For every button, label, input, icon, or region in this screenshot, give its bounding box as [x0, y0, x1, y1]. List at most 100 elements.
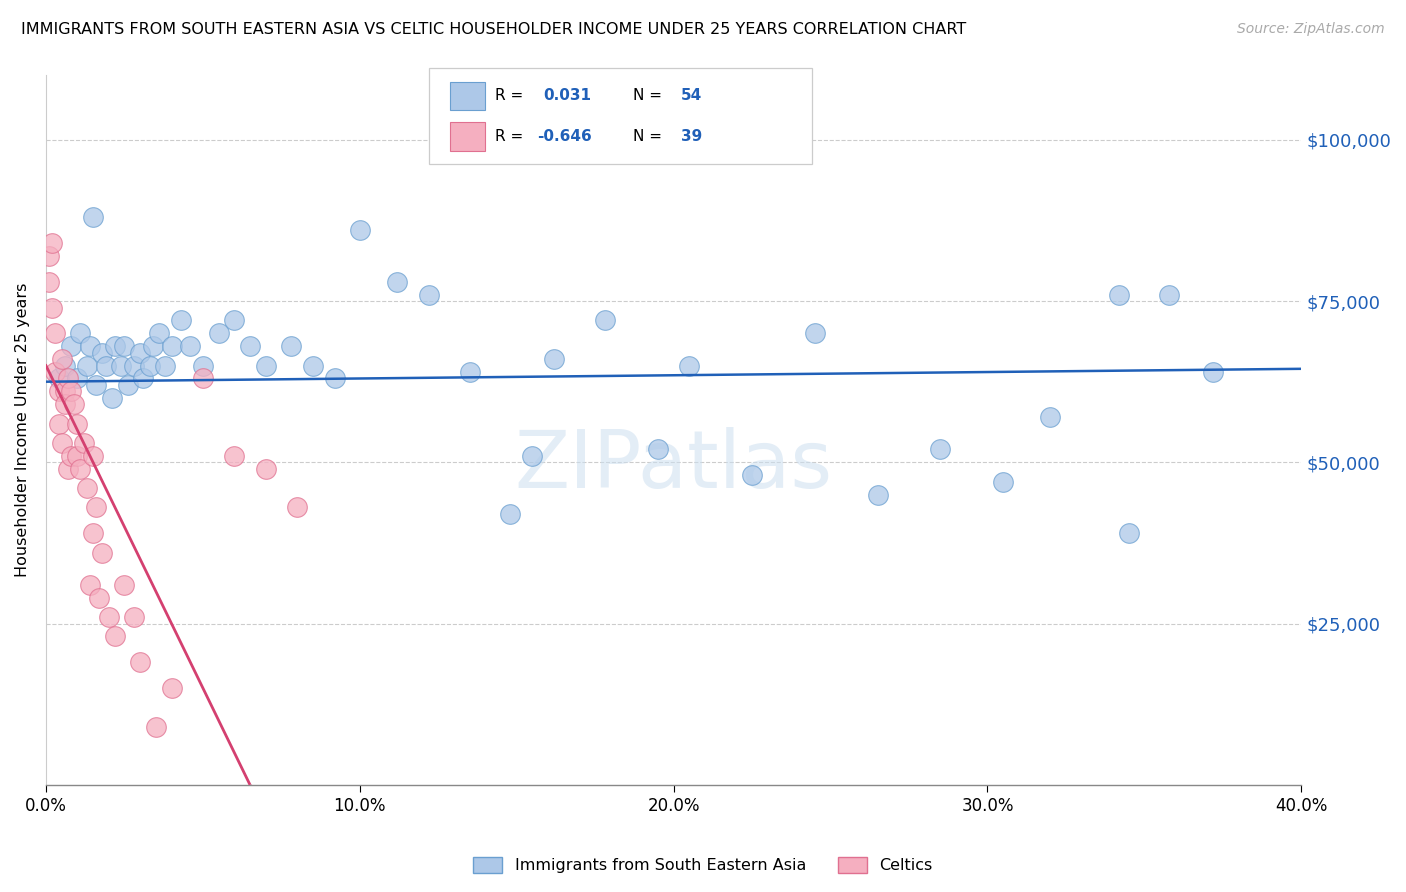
- Point: [53, 397, 76, 411]
- Point: [499, 507, 522, 521]
- Point: [1108, 287, 1130, 301]
- Point: [224, 449, 246, 463]
- Y-axis label: Householder Income Under 25 years: Householder Income Under 25 years: [15, 283, 30, 577]
- Point: [72, 436, 94, 450]
- Point: [91, 546, 114, 560]
- Point: [101, 391, 124, 405]
- Point: [76, 481, 98, 495]
- Point: [82, 449, 104, 463]
- Point: [224, 313, 246, 327]
- Point: [97, 610, 120, 624]
- Point: [323, 371, 346, 385]
- Point: [160, 681, 183, 695]
- FancyBboxPatch shape: [429, 69, 811, 164]
- Point: [56, 462, 79, 476]
- Point: [104, 629, 127, 643]
- Text: IMMIGRANTS FROM SOUTH EASTERN ASIA VS CELTIC HOUSEHOLDER INCOME UNDER 25 YEARS C: IMMIGRANTS FROM SOUTH EASTERN ASIA VS CE…: [21, 22, 966, 37]
- Point: [522, 449, 544, 463]
- Point: [112, 339, 135, 353]
- Point: [804, 326, 827, 341]
- FancyBboxPatch shape: [450, 122, 485, 151]
- Point: [160, 339, 183, 353]
- FancyBboxPatch shape: [450, 81, 485, 110]
- Point: [301, 359, 323, 373]
- Point: [69, 326, 91, 341]
- Point: [84, 500, 107, 515]
- Text: Source: ZipAtlas.com: Source: ZipAtlas.com: [1237, 22, 1385, 37]
- Point: [1039, 410, 1062, 425]
- Point: [349, 223, 371, 237]
- Point: [593, 313, 616, 327]
- Point: [56, 371, 79, 385]
- Point: [155, 359, 177, 373]
- Point: [38, 275, 60, 289]
- Point: [82, 526, 104, 541]
- Point: [929, 442, 952, 457]
- Point: [170, 313, 193, 327]
- Text: -0.646: -0.646: [537, 129, 592, 145]
- Point: [129, 655, 152, 669]
- Point: [148, 326, 170, 341]
- Point: [138, 359, 160, 373]
- Point: [117, 378, 139, 392]
- Point: [79, 339, 101, 353]
- Point: [66, 371, 89, 385]
- Point: [179, 339, 201, 353]
- Point: [678, 359, 700, 373]
- Point: [280, 339, 302, 353]
- Point: [543, 352, 565, 367]
- Point: [254, 462, 277, 476]
- Point: [1118, 526, 1140, 541]
- Point: [53, 384, 76, 399]
- Point: [418, 287, 440, 301]
- Point: [38, 249, 60, 263]
- Point: [866, 487, 889, 501]
- Text: R =: R =: [495, 129, 523, 145]
- Point: [647, 442, 669, 457]
- Point: [1159, 287, 1181, 301]
- Point: [44, 326, 66, 341]
- Point: [129, 345, 152, 359]
- Point: [82, 211, 104, 225]
- Text: 0.031: 0.031: [543, 88, 591, 103]
- Point: [60, 449, 83, 463]
- Point: [191, 371, 214, 385]
- Point: [142, 339, 165, 353]
- Point: [66, 449, 89, 463]
- Point: [44, 365, 66, 379]
- Point: [991, 475, 1014, 489]
- Point: [63, 397, 86, 411]
- Point: [51, 436, 73, 450]
- Point: [51, 352, 73, 367]
- Point: [53, 359, 76, 373]
- Point: [145, 720, 167, 734]
- Point: [48, 417, 70, 431]
- Point: [41, 235, 63, 250]
- Text: N =: N =: [634, 88, 662, 103]
- Point: [76, 359, 98, 373]
- Point: [387, 275, 409, 289]
- Point: [66, 417, 89, 431]
- Text: 39: 39: [681, 129, 703, 145]
- Text: R =: R =: [495, 88, 523, 103]
- Point: [60, 339, 83, 353]
- Point: [285, 500, 308, 515]
- Point: [254, 359, 277, 373]
- Point: [89, 591, 111, 605]
- Point: [60, 384, 83, 399]
- Point: [1202, 365, 1225, 379]
- Text: ZIPatlas: ZIPatlas: [515, 426, 832, 505]
- Point: [122, 359, 145, 373]
- Point: [79, 578, 101, 592]
- Point: [48, 384, 70, 399]
- Point: [69, 462, 91, 476]
- Point: [91, 345, 114, 359]
- Point: [41, 301, 63, 315]
- Point: [741, 468, 763, 483]
- Point: [191, 359, 214, 373]
- Point: [104, 339, 127, 353]
- Point: [122, 610, 145, 624]
- Point: [110, 359, 132, 373]
- Point: [458, 365, 481, 379]
- Point: [94, 359, 117, 373]
